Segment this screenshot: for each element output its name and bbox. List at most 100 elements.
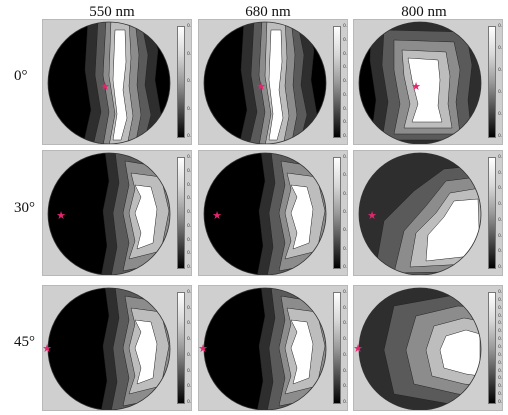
colorbar-tick-label: 0.04: [187, 265, 192, 270]
contour-band-4: [134, 184, 158, 250]
colorbar-tick-label: 0.24: [498, 360, 503, 366]
contour-panel-r1-c2: ★ 0.3 0.28 0.26 0.24 0.22 0.2 0.18 0.16: [353, 150, 503, 276]
colorbar-tick-label: 0.06: [187, 400, 192, 405]
contour-panel-r1-c0: ★ 0.12 0.11 0.1 0.09 0.08 0.07 0.06 0.05 0.04: [42, 150, 192, 276]
colorbar-tick-label: 0.1: [187, 368, 192, 374]
colorbar: [488, 292, 496, 404]
contour-panel-r2-c1: ★ 0.16 0.14 0.12 0.1 0.08 0.06 0.04 0.02: [198, 285, 348, 411]
contour-plot: ★: [354, 287, 482, 410]
colorbar: [177, 157, 185, 269]
colorbar-tick-label: 0.34: [498, 321, 503, 327]
colorbar-tick-label: 0.2: [498, 233, 503, 239]
colorbar-tick-label: 0.05: [343, 51, 348, 57]
contour-panel-r0-c2: ★ 0.28 0.26 0.24 0.22 0.2 0.18: [353, 19, 503, 145]
colorbar-tick-label: 0.1: [343, 337, 348, 343]
colorbar-tick-label: 0.11: [187, 168, 192, 174]
colorbar-tick-label: 0.12: [187, 352, 192, 358]
colorbar-tick-label: 0.14: [498, 400, 503, 405]
colorbar-tick-label: 0.08: [187, 384, 192, 390]
plot-boundary-circle: [203, 21, 327, 144]
colorbar-tick-label: 0.16: [343, 290, 348, 295]
colorbar-tick-label: 0.08: [187, 79, 192, 84]
colorbar: [333, 292, 341, 404]
column-header-2: 800 nm: [401, 4, 447, 20]
plot-boundary-circle: [47, 287, 171, 410]
sun-position-star-icon: ★: [367, 209, 377, 222]
colorbar-tick-label: 0.09: [187, 51, 192, 57]
colorbar-tick-label: 0.1: [187, 182, 192, 188]
column-header-0: 550 nm: [89, 4, 135, 20]
plot-boundary-circle: [358, 21, 482, 144]
contour-panel-r2-c0: ★ 0.2 0.18 0.16 0.14 0.12 0.1 0.08 0.06: [42, 285, 192, 411]
colorbar-tick-label: 0.025: [343, 120, 348, 126]
contour-band-4: [425, 198, 481, 262]
colorbar-tick-label: 0.18: [187, 305, 192, 311]
colorbar-tick-label: 0.2: [498, 112, 503, 117]
colorbar-tick-label: 0.1: [187, 24, 192, 29]
colorbar-tick-label: 0.02: [343, 400, 348, 405]
colorbar-tick-label: 0.36: [498, 313, 503, 319]
colorbar-tick-label: 0.16: [498, 265, 503, 270]
colorbar-tick-label: 0.14: [343, 305, 348, 311]
colorbar: [177, 292, 185, 404]
contour-plot: ★: [203, 152, 327, 275]
sun-position-star-icon: ★: [256, 80, 266, 93]
colorbar-tick-label: 0.07: [187, 106, 192, 112]
colorbar-tick-label: 0.14: [187, 337, 192, 343]
plot-boundary-circle: [358, 287, 482, 410]
colorbar: [177, 26, 185, 138]
colorbar-tick-label: 0.03: [343, 106, 348, 112]
colorbar-tick-label: 0.06: [343, 191, 348, 197]
colorbar-tick-label: 0.06: [343, 24, 348, 29]
colorbar-tick-label: 0.32: [498, 329, 503, 335]
colorbar-tick-label: 0.08: [343, 352, 348, 358]
contour-plot: ★: [203, 21, 327, 144]
colorbar-tick-label: 0.055: [343, 37, 348, 43]
colorbar-tick-label: 0.08: [187, 210, 192, 215]
contour-plot: ★: [43, 287, 171, 410]
contour-band-4: [439, 329, 481, 377]
colorbar-tick-label: 0.28: [498, 170, 503, 176]
contour-band-4: [290, 184, 314, 250]
sun-position-star-icon: ★: [56, 209, 66, 222]
row-label-0: 0°: [14, 68, 28, 84]
colorbar-tick-label: 0.045: [343, 65, 348, 71]
colorbar: [333, 26, 341, 138]
colorbar-tick-label: 0.035: [343, 92, 348, 98]
colorbar: [488, 26, 496, 138]
colorbar-tick-label: 0.12: [343, 321, 348, 327]
colorbar-tick-label: 0.06: [343, 368, 348, 374]
colorbar-tick-label: 0.07: [187, 223, 192, 229]
colorbar-tick-label: 0.05: [343, 210, 348, 215]
plot-boundary-circle: [358, 152, 482, 275]
colorbar-tick-label: 0.08: [343, 155, 348, 160]
colorbar-tick-label: 0.03: [343, 246, 348, 252]
plot-boundary-circle: [203, 152, 327, 275]
colorbar-tick-label: 0.04: [343, 384, 348, 390]
contour-plot: ★: [199, 287, 327, 410]
colorbar-tick-label: 0.12: [187, 155, 192, 160]
sun-position-star-icon: ★: [212, 209, 222, 222]
colorbar-tick-label: 0.3: [498, 155, 503, 160]
sun-position-star-icon: ★: [411, 80, 421, 93]
contour-panel-r2-c2: ★ 0.42 0.4 0.38 0.36 0.34 0.32 0.3 0.28 0.26 0.24 0…: [353, 285, 503, 411]
colorbar-tick-label: 0.28: [498, 24, 503, 29]
contour-panel-r0-c1: ★ 0.06 0.055 0.05 0.045 0.04 0.035 0.03 0.025 0.0…: [198, 19, 348, 145]
colorbar-tick-label: 0.04: [343, 79, 348, 84]
sun-position-star-icon: ★: [100, 80, 110, 93]
contour-band-4: [134, 319, 158, 385]
colorbar-tick-label: 0.24: [498, 68, 503, 73]
colorbar-tick-label: 0.18: [498, 384, 503, 390]
colorbar-tick-label: 0.26: [498, 186, 503, 192]
contour-band-4: [268, 29, 284, 141]
column-header-1: 680 nm: [245, 4, 291, 20]
plot-boundary-circle: [203, 287, 327, 410]
colorbar-tick-label: 0.16: [498, 392, 503, 398]
sun-position-star-icon: ★: [43, 342, 52, 355]
colorbar-tick-label: 0.07: [343, 173, 348, 179]
contour-panel-r0-c0: ★ 0.1 0.09 0.08 0.07 0.06: [42, 19, 192, 145]
colorbar-tick-label: 0.06: [187, 134, 192, 139]
sun-position-star-icon: ★: [199, 342, 208, 355]
colorbar-tick-label: 0.22: [498, 368, 503, 374]
colorbar-tick-label: 0.42: [498, 290, 503, 295]
